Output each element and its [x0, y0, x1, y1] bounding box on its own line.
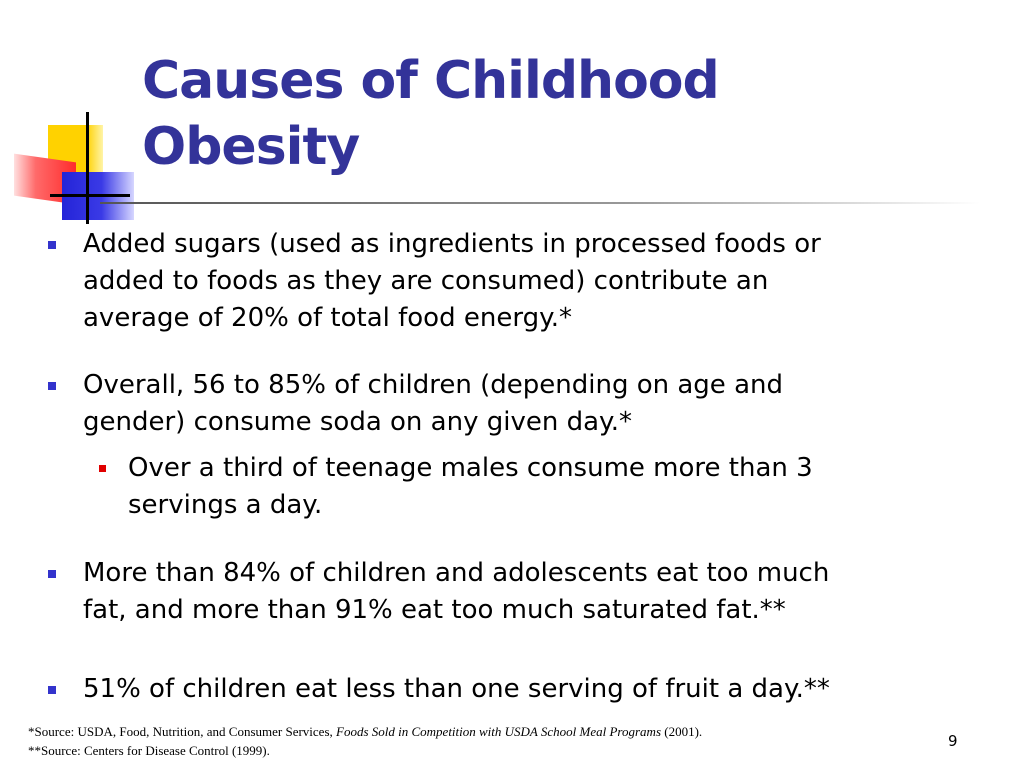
bullet-soda-consumption: Overall, 56 to 85% of children (dependin… [48, 367, 983, 441]
logo-horizontal-line [50, 194, 130, 197]
bullet-marker [48, 570, 56, 578]
bullet-line: 51% of children eat less than one servin… [83, 674, 830, 704]
title-line-2: Obesity [142, 117, 360, 177]
logo-vertical-line [86, 112, 89, 224]
page-number: 9 [948, 732, 958, 750]
bullet-line: average of 20% of total food energy.* [83, 303, 573, 333]
title-line-1: Causes of Childhood [142, 51, 720, 111]
footnote-cdc-source: **Source: Centers for Disease Control (1… [28, 742, 270, 760]
bullet-marker [48, 382, 56, 390]
title-divider [100, 202, 980, 204]
bullet-fruit-servings: 51% of children eat less than one servin… [48, 671, 1003, 708]
bullet-marker [48, 686, 56, 694]
bullet-line: servings a day. [128, 490, 323, 520]
bullet-line: Overall, 56 to 85% of children (dependin… [83, 370, 783, 400]
bullet-line: added to foods as they are consumed) con… [83, 266, 769, 296]
footnote-prefix: *Source: USDA, Food, Nutrition, and Cons… [28, 724, 337, 739]
footnote-suffix: (2001). [661, 724, 703, 739]
bullet-line: More than 84% of children and adolescent… [83, 558, 830, 588]
footnote-publication-title: Foods Sold in Competition with USDA Scho… [336, 724, 662, 739]
bullet-line: gender) consume soda on any given day.* [83, 407, 632, 437]
bullet-marker [48, 241, 56, 249]
bullet-added-sugars: Added sugars (used as ingredients in pro… [48, 226, 983, 337]
bullet-line: Added sugars (used as ingredients in pro… [83, 229, 821, 259]
bullet-line: fat, and more than 91% eat too much satu… [83, 595, 786, 625]
sub-bullet-marker [99, 465, 106, 472]
footnote-text: **Source: Centers for Disease Control (1… [28, 743, 270, 758]
slide-title: Causes of Childhood Obesity [142, 48, 720, 180]
bullet-line: Over a third of teenage males consume mo… [128, 453, 813, 483]
sub-bullet-teenage-males: Over a third of teenage males consume mo… [99, 450, 988, 524]
bullet-fat-intake: More than 84% of children and adolescent… [48, 555, 983, 629]
footnote-usda-source: *Source: USDA, Food, Nutrition, and Cons… [28, 723, 702, 741]
